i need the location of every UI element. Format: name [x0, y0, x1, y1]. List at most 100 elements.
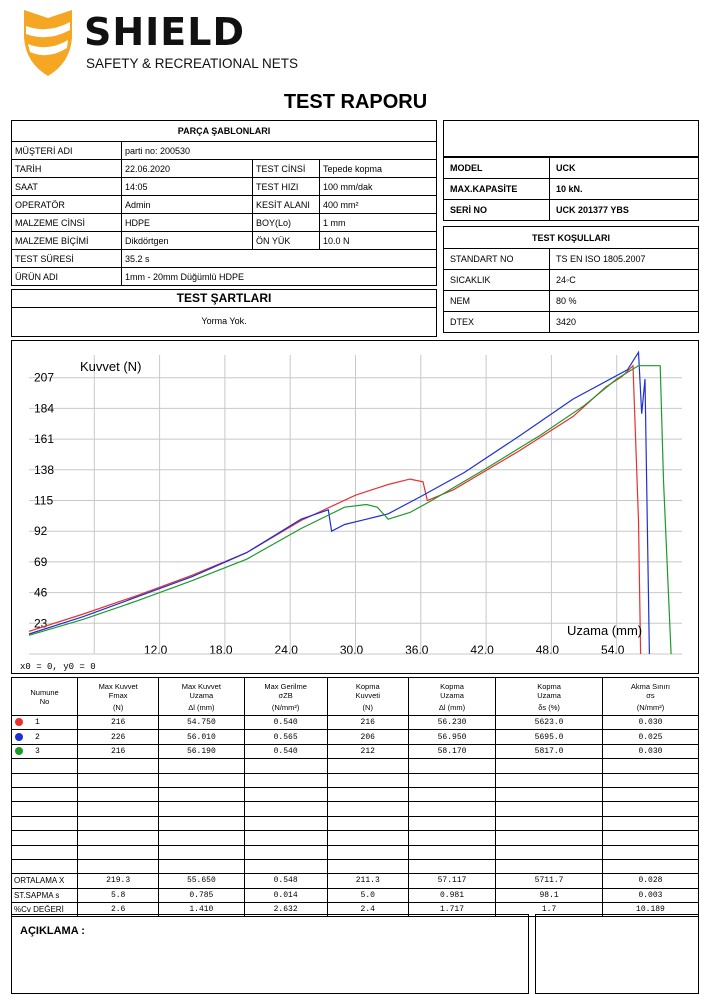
seri-label: SERİ NO	[443, 199, 550, 221]
logo-tagline: SAFETY & RECREATIONAL NETS	[86, 56, 299, 71]
sample-no-cell	[10, 844, 79, 860]
results-header-line: Max Gerilme	[264, 681, 307, 691]
cell-gerilme	[243, 858, 328, 875]
cell-fmax	[77, 786, 160, 803]
sample-no-cell: 2	[10, 729, 79, 745]
cell-kopma_yuzde	[495, 830, 603, 846]
x-tick-label: 36.0	[405, 643, 429, 657]
results-header-line: Kopma	[440, 681, 464, 691]
stats-row: ST.SAPMA s 5.8 0.785 0.014 5.0 0.981 98.1 0.003	[10, 887, 700, 904]
page-title: TEST RAPORU	[283, 91, 428, 113]
cell-uzama: 56.190	[158, 743, 245, 760]
cell-kopma_yuzde	[495, 786, 603, 803]
stats-value: 98.1	[495, 887, 603, 904]
cell-gerilme	[243, 786, 328, 803]
cell-kopma_uzama: 58.170	[407, 743, 497, 760]
stats-value: 0.548	[243, 873, 328, 889]
cell-fmax: 216	[77, 743, 160, 760]
stats-value: 0.003	[601, 887, 700, 904]
table-row: 3 216 56.190 0.540 212 58.170 5817.0 0.030	[10, 743, 700, 760]
malzeme-bicimi-label: MALZEME BİÇİMİ	[11, 231, 122, 250]
seri-value: UCK 201377 YBS	[549, 199, 699, 221]
sample-no-cell	[10, 858, 79, 875]
cell-gerilme	[243, 772, 328, 788]
x-tick-label: 24.0	[275, 643, 299, 657]
results-header-line: Kopma	[537, 681, 561, 691]
sicaklik-label: SICAKLIK	[443, 269, 550, 291]
nem-label: NEM	[443, 290, 550, 312]
y-tick-label: 92	[34, 524, 48, 538]
results-header-line: δs (%)	[538, 702, 560, 712]
stats-label: %Cv DEĞERİ	[10, 902, 79, 918]
cell-kopma_yuzde	[495, 772, 603, 788]
machine-blank-box	[443, 120, 699, 157]
cell-fmax	[77, 772, 160, 788]
cell-akma	[601, 815, 700, 832]
standart-value: TS EN ISO 1805.2007	[549, 248, 699, 270]
table-row	[10, 758, 700, 774]
results-header-line: (N)	[112, 702, 124, 712]
results-header-line: Uzama	[440, 690, 464, 700]
cell-kopma_uzama	[407, 830, 497, 846]
x-tick-label: 12.0	[144, 643, 168, 657]
stats-row: %Cv DEĞERİ 2.6 1.410 2.632 2.4 1.717 1.7 10.189	[10, 902, 700, 918]
sample-no-cell: 3	[10, 743, 79, 760]
cell-kopma_yuzde	[495, 858, 603, 875]
cell-uzama: 56.010	[158, 729, 245, 745]
cell-akma	[601, 858, 700, 875]
sample-no-cell	[10, 801, 79, 817]
series-line-1	[28, 364, 642, 655]
cell-kopma_uzama: 56.230	[407, 714, 497, 731]
cell-kopma_kuvvet	[326, 830, 409, 846]
stats-value: 0.981	[407, 887, 497, 904]
cell-fmax	[77, 815, 160, 832]
y-tick-label: 69	[34, 555, 48, 569]
cell-kopma_kuvvet	[326, 844, 409, 860]
sample-no-cell	[10, 772, 79, 788]
results-header-line: (N/mm²)	[271, 702, 300, 712]
results-header-line: σZB	[278, 690, 293, 700]
stats-value: 5.0	[326, 887, 409, 904]
tarih-label: TARİH	[11, 159, 122, 178]
y-tick-label: 46	[34, 586, 48, 600]
cell-kopma_yuzde: 5623.0	[495, 714, 603, 731]
cell-akma	[601, 772, 700, 788]
kesit-value: 400 mm²	[319, 195, 437, 214]
kapasite-label: MAX.KAPASİTE	[443, 178, 550, 200]
cell-kopma_kuvvet: 206	[326, 729, 409, 745]
cell-gerilme	[243, 844, 328, 860]
stats-value: 0.785	[158, 887, 245, 904]
cell-kopma_kuvvet: 212	[326, 743, 409, 760]
results-header-5: Kopma Uzama Δl (mm)	[407, 677, 497, 716]
cell-fmax	[77, 858, 160, 875]
stats-label: ST.SAPMA s	[10, 887, 79, 904]
cell-kopma_uzama	[407, 858, 497, 875]
cell-gerilme	[243, 801, 328, 817]
sartlar-header: TEST ŞARTLARI	[12, 290, 436, 308]
sample-no: 3	[35, 747, 40, 757]
cell-uzama	[158, 815, 245, 832]
cell-kopma_kuvvet	[326, 801, 409, 817]
y-tick-label: 207	[34, 371, 54, 385]
results-header-1: Max Kuvvet Fmax (N)	[77, 677, 160, 716]
series-color-dot	[15, 718, 23, 727]
cell-kopma_uzama	[407, 758, 497, 774]
shield-logo-icon	[24, 10, 72, 76]
sample-no: 1	[35, 718, 40, 728]
results-header-line: Uzama	[537, 690, 561, 700]
sicaklik-value: 24◦C	[549, 269, 699, 291]
results-header-0: Numune No	[10, 677, 79, 716]
cell-fmax	[77, 758, 160, 774]
cell-akma	[601, 786, 700, 803]
cell-uzama: 54.750	[158, 714, 245, 731]
cell-kopma_yuzde	[495, 801, 603, 817]
cell-fmax	[77, 801, 160, 817]
operator-value: Admin	[121, 195, 253, 214]
cell-kopma_uzama	[407, 844, 497, 860]
results-header-7: Akma Sınırı σs (N/mm²)	[601, 677, 700, 716]
stats-label: ORTALAMA X	[10, 873, 79, 889]
on-yuk-value: 10.0 N	[319, 231, 437, 250]
chart-origin-footer: x0 = 0, y0 = 0	[20, 662, 96, 672]
results-header-2: Max Kuvvet Uzama Δl (mm)	[158, 677, 245, 716]
results-header-line: Uzama	[189, 690, 214, 700]
